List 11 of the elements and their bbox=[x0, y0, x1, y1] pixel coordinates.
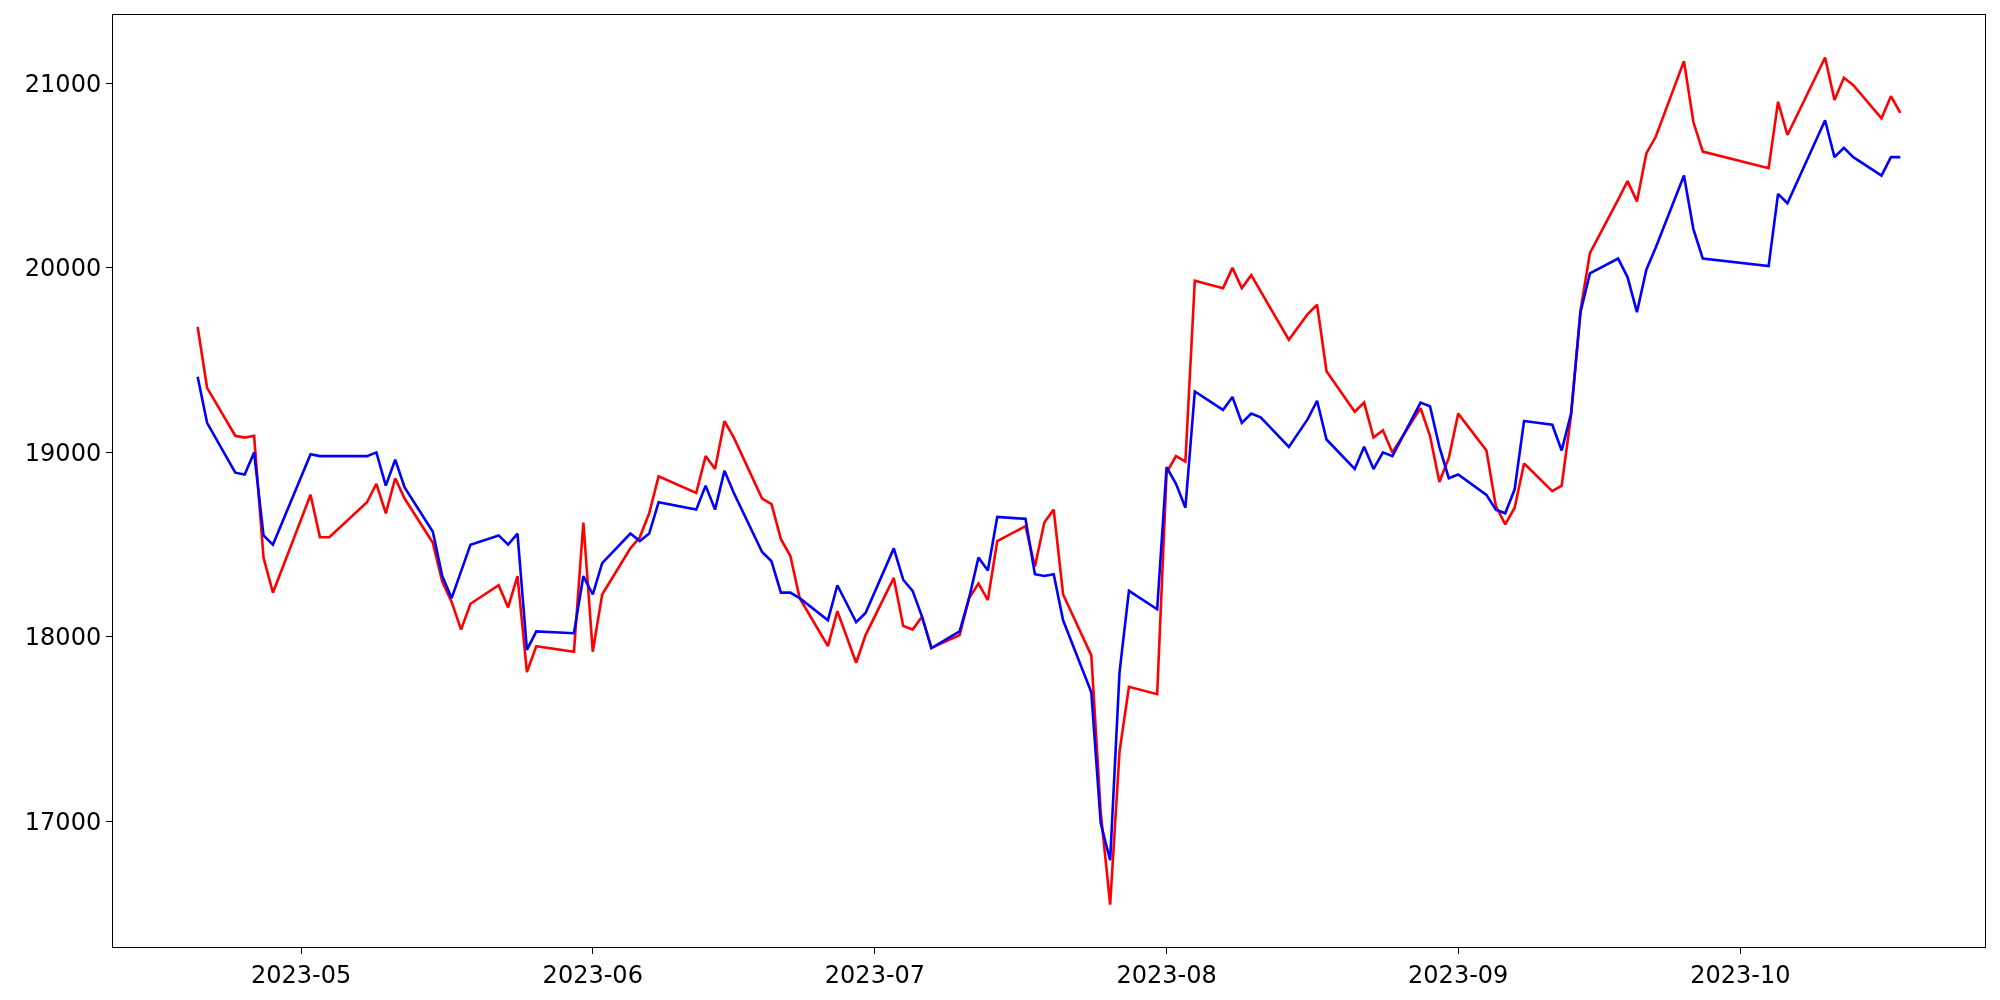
y-tick-label: 18000 bbox=[24, 623, 102, 652]
y-tick-label: 19000 bbox=[24, 438, 102, 467]
x-tick-label: 2023-05 bbox=[251, 960, 352, 989]
x-tick-label: 2023-10 bbox=[1690, 960, 1791, 989]
x-tick-label: 2023-06 bbox=[542, 960, 643, 989]
y-tick-label: 21000 bbox=[24, 69, 102, 98]
x-tick-label: 2023-08 bbox=[1116, 960, 1217, 989]
x-tick-label: 2023-07 bbox=[824, 960, 926, 989]
y-tick-label: 17000 bbox=[24, 807, 102, 836]
x-tick-label: 2023-09 bbox=[1408, 960, 1509, 989]
y-tick-label: 20000 bbox=[24, 254, 102, 283]
